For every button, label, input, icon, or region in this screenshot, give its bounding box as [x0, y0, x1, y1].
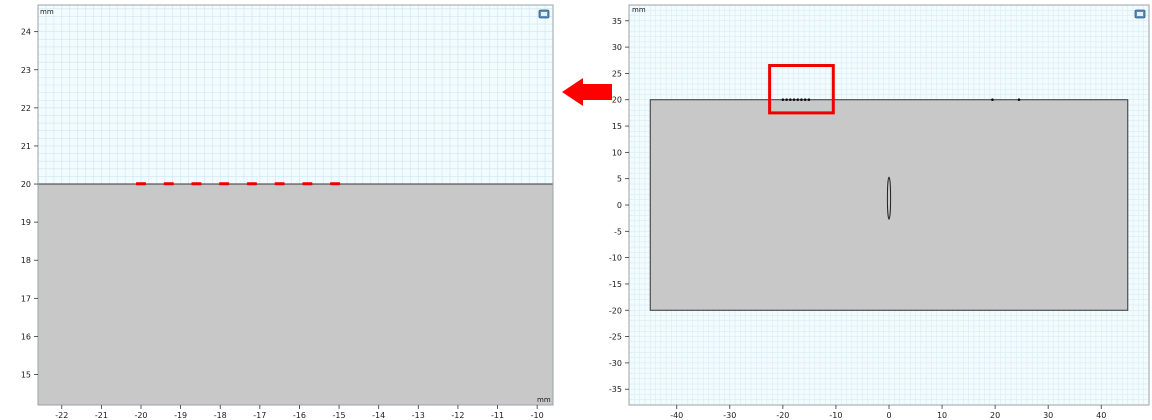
left-marker: [219, 182, 230, 186]
right-point: [785, 98, 788, 102]
right-x-axis: -40 -30 -20 -10 0 10 20 30 40: [670, 405, 1106, 420]
left-x-axis: -22 -21 -20 -19 -18 -17 -16 -15 -14 -13 -12 -11 -10: [55, 405, 544, 420]
left-x-tick-label: -11: [491, 411, 504, 420]
left-y-tick-label: 19: [21, 218, 31, 227]
right-ellipse-inclusion: [886, 176, 892, 220]
left-y-tick-label: 17: [21, 294, 31, 303]
right-points: [781, 98, 1021, 102]
right-x-tick-label: 0: [886, 411, 891, 420]
left-x-tick-label: -13: [412, 411, 425, 420]
left-y-tick-label: 20: [21, 180, 31, 189]
right-unit-label-top: mm: [632, 6, 646, 14]
right-x-tick-label: 40: [1096, 411, 1106, 420]
right-x-tick-label: 10: [937, 411, 947, 420]
right-y-axis: 35 30 25 20 15 10 5 0 -5 -10 -15 -20 -25 -30 -35: [609, 17, 629, 394]
left-y-tick-label: 16: [21, 332, 31, 341]
left-x-tick-label: -16: [293, 411, 306, 420]
right-y-tick-label: 20: [612, 96, 622, 105]
left-view-toggle-icon[interactable]: [538, 9, 550, 19]
left-x-tick-label: -19: [174, 411, 187, 420]
right-y-tick-label: -10: [609, 254, 622, 263]
right-y-tick-label: -5: [614, 227, 622, 236]
right-x-tick-label: 20: [990, 411, 1000, 420]
right-x-tick-label: 30: [1043, 411, 1053, 420]
right-point: [789, 98, 792, 102]
left-x-tick-label: -18: [214, 411, 227, 420]
right-x-tick-label: -20: [776, 411, 789, 420]
left-marker: [191, 182, 202, 186]
left-y-tick-label: 15: [21, 371, 31, 380]
left-y-tick-label: 18: [21, 256, 31, 265]
right-point: [991, 98, 994, 102]
right-y-tick-label: 25: [612, 69, 622, 78]
right-point: [796, 98, 800, 102]
right-y-tick-label: 30: [612, 43, 622, 52]
left-zoom-view: -22 -21 -20 -19 -18 -17 -16 -15 -14 -13 -12 -11 -10 …: [21, 4, 554, 420]
left-x-tick-label: -12: [451, 411, 464, 420]
left-marker: [330, 182, 341, 186]
left-plot-frame: [37, 4, 554, 406]
right-point: [807, 98, 811, 102]
left-marker: [136, 182, 146, 186]
left-solid-region: [38, 184, 553, 405]
right-point: [800, 98, 803, 102]
right-y-tick-label: 5: [617, 175, 622, 184]
right-point: [781, 98, 785, 102]
right-domain-rectangle: [649, 99, 1129, 311]
right-y-tick-label: -20: [609, 306, 622, 315]
left-x-tick-label: -21: [95, 411, 108, 420]
left-x-tick-label: -14: [372, 411, 385, 420]
left-x-tick-label: -15: [333, 411, 346, 420]
left-x-tick-label: -17: [253, 411, 266, 420]
left-x-tick-label: -20: [134, 411, 147, 420]
left-markers: [136, 182, 341, 186]
left-y-tick-label: 22: [21, 104, 31, 113]
right-full-view: -40 -30 -20 -10 0 10 20 30 40 35 30 25 20 15 10 5 0 -5 -1…: [609, 4, 1150, 420]
right-y-tick-label: -15: [609, 280, 622, 289]
right-x-tick-label: -30: [723, 411, 736, 420]
left-y-axis: 15 16 17 18 19 20 21 22 23 24: [21, 28, 38, 380]
right-y-tick-label: -35: [609, 385, 622, 394]
left-y-tick-label: 23: [21, 66, 31, 75]
right-y-tick-label: 15: [612, 122, 622, 131]
left-marker: [274, 182, 285, 186]
left-x-tick-label: -10: [531, 411, 544, 420]
left-pointing-arrow: [562, 78, 612, 106]
right-x-tick-label: -40: [670, 411, 683, 420]
right-view-toggle-icon[interactable]: [1134, 9, 1146, 19]
left-unit-label-bottom: mm: [537, 396, 551, 404]
right-y-tick-label: -30: [609, 359, 622, 368]
left-y-tick-label: 24: [21, 28, 31, 37]
right-y-tick-label: 10: [612, 148, 622, 157]
right-y-tick-label: 35: [612, 17, 622, 26]
right-point: [792, 98, 796, 102]
left-marker: [246, 182, 257, 186]
left-marker: [302, 182, 313, 186]
right-x-tick-label: -10: [829, 411, 842, 420]
left-unit-label-top: mm: [40, 8, 54, 16]
left-x-tick-label: -22: [55, 411, 68, 420]
left-marker: [163, 182, 174, 186]
right-highlight-box: [768, 64, 835, 115]
right-y-tick-label: -25: [609, 333, 622, 342]
right-point: [803, 98, 807, 102]
left-y-tick-label: 21: [21, 142, 31, 151]
right-y-tick-label: 0: [617, 201, 622, 210]
right-point: [1017, 98, 1021, 102]
